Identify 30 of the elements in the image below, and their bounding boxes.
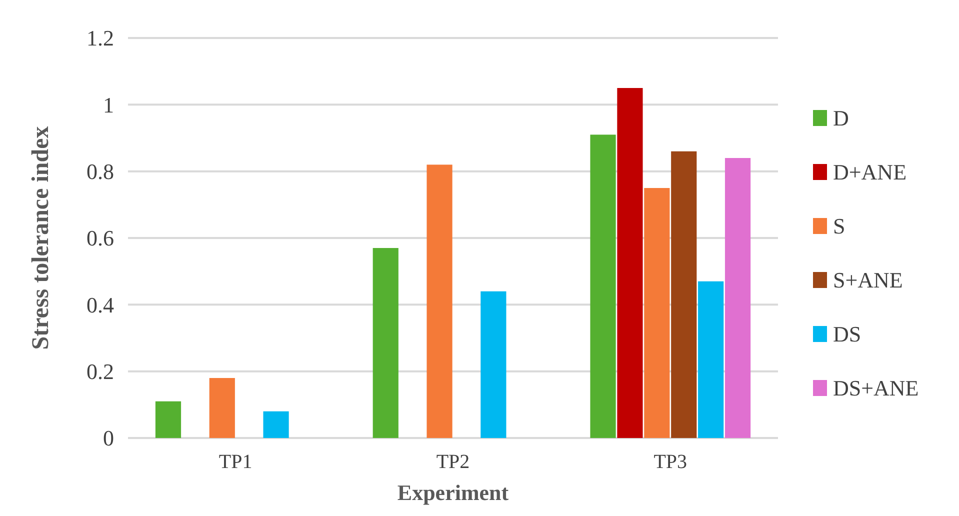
- bar: [155, 401, 182, 438]
- bar: [617, 88, 643, 438]
- bar: [372, 248, 398, 438]
- x-tick-label: TP3: [654, 451, 688, 473]
- legend-label: S+ANE: [833, 268, 903, 293]
- y-axis-title: Stress tolerance index: [28, 126, 54, 350]
- bar: [590, 134, 616, 438]
- bar: [209, 378, 235, 438]
- bar: [671, 151, 697, 438]
- bar: [724, 158, 751, 438]
- bar: [480, 291, 506, 438]
- y-tick-label: 0.4: [86, 292, 114, 318]
- legend-label: D: [833, 106, 849, 131]
- x-axis-title: Experiment: [397, 480, 510, 505]
- y-tick-label: 1.2: [86, 26, 114, 51]
- y-tick-label: 0.6: [86, 226, 114, 251]
- legend-label: S: [833, 214, 846, 239]
- x-tick-label: TP1: [218, 451, 252, 473]
- legend-label: D+ANE: [833, 160, 907, 185]
- bar: [698, 281, 724, 438]
- bar: [426, 164, 452, 438]
- bar: [263, 411, 289, 438]
- y-tick-label: 0.8: [86, 159, 114, 184]
- legend-label: DS: [833, 322, 862, 347]
- y-tick-label: 0: [103, 426, 114, 451]
- legend-label: DS+ANE: [833, 376, 919, 401]
- y-tick-label: 1: [103, 92, 114, 118]
- bar: [644, 188, 670, 438]
- x-tick-label: TP2: [436, 451, 470, 473]
- y-tick-label: 0.2: [86, 359, 114, 384]
